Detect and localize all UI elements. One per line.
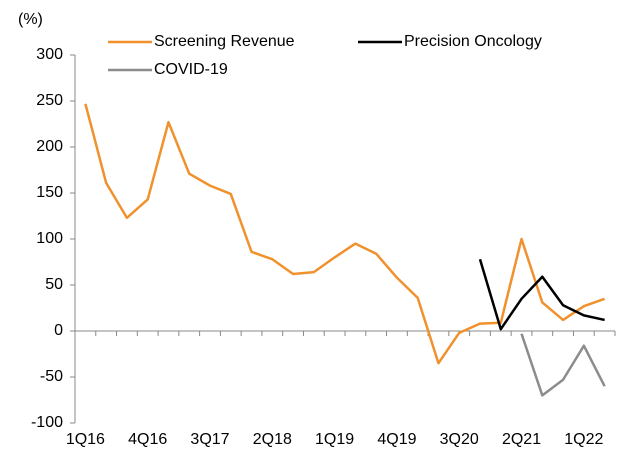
series-line: [84, 103, 606, 365]
x-tick-label: 3Q20: [440, 431, 479, 448]
legend-label: Screening Revenue: [154, 33, 295, 50]
x-tick-label: 3Q17: [190, 431, 229, 448]
y-tick-label: 0: [54, 322, 63, 339]
legend-label: COVID-19: [154, 61, 228, 78]
axis-label: (%): [18, 11, 43, 28]
y-tick-label: 150: [36, 184, 63, 201]
series-line: [478, 258, 605, 331]
x-tick-label: 4Q16: [128, 431, 167, 448]
y-tick-label: 250: [36, 92, 63, 109]
x-tick-label: 1Q16: [66, 431, 105, 448]
y-tick-label: 100: [36, 230, 63, 247]
x-tick-label: 2Q21: [502, 431, 541, 448]
x-tick-label: 4Q19: [377, 431, 416, 448]
x-tick-label: 2Q18: [253, 431, 292, 448]
y-tick-label: 200: [36, 138, 63, 155]
y-tick-label: -50: [40, 368, 63, 385]
x-tick-label: 1Q19: [315, 431, 354, 448]
legend-label: Precision Oncology: [404, 33, 542, 50]
x-tick-label: 1Q22: [564, 431, 603, 448]
series-line: [520, 333, 606, 397]
y-tick-label: -100: [31, 414, 63, 431]
y-tick-label: 50: [45, 276, 63, 293]
y-tick-label: 300: [36, 46, 63, 63]
